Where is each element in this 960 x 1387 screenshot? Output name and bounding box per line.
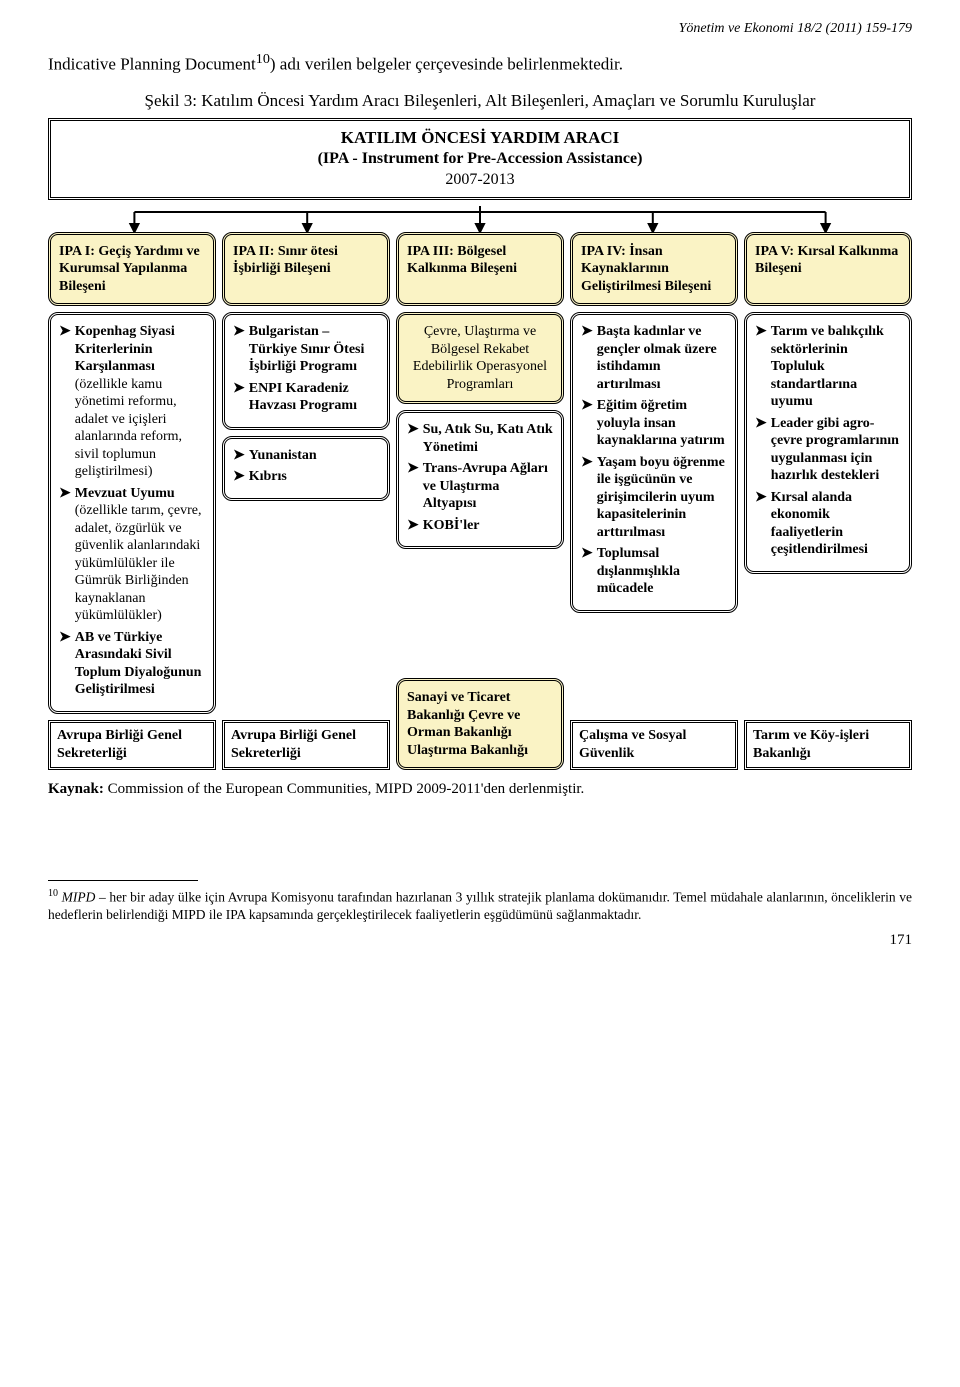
- col3-box3: Sanayi ve Ticaret Bakanlığı Çevre ve Orm…: [396, 678, 564, 770]
- item-lead: Kopenhag Siyasi Kriterlerinin Karşılanma…: [75, 324, 175, 374]
- list-item: KOBİ'ler: [407, 517, 553, 535]
- bullet-icon: [407, 421, 419, 456]
- component-row: IPA I: Geçiş Yardımı ve Kurumsal Yapılan…: [48, 232, 912, 307]
- footnote: 10 MIPD – her bir aday ülke için Avrupa …: [48, 887, 912, 924]
- item-lead: KOBİ'ler: [423, 518, 480, 533]
- list-item: Yaşam boyu öğrenme ile işgücünün ve giri…: [581, 454, 727, 542]
- bullet-icon: [581, 397, 593, 450]
- bullet-icon: [233, 323, 245, 376]
- list-item: ENPI Karadeniz Havzası Programı: [233, 380, 379, 415]
- bullet-icon: [407, 517, 419, 535]
- item-lead: Mevzuat Uyumu: [75, 486, 175, 501]
- main-title-box: KATILIM ÖNCESİ YARDIM ARACI (IPA - Instr…: [48, 118, 912, 200]
- bullet-icon: [581, 323, 593, 393]
- bullet-icon: [581, 454, 593, 542]
- item-lead: Su, Atık Su, Katı Atık Yönetimi: [423, 422, 553, 455]
- component-3: IPA III: Bölgesel Kalkınma Bileşeni: [396, 232, 564, 307]
- item-lead: Başta kadınlar ve gençler olmak üzere is…: [597, 324, 717, 392]
- page-number: 171: [48, 931, 912, 951]
- item-lead: Kırsal alanda ekonomik faaliyetlerin çeş…: [771, 490, 868, 558]
- bullet-icon: [233, 447, 245, 465]
- component-1: IPA I: Geçiş Yardımı ve Kurumsal Yapılan…: [48, 232, 216, 307]
- column-4: Başta kadınlar ve gençler olmak üzere is…: [570, 312, 738, 770]
- list-item: Tarım ve balıkçılık sektörlerinin Toplul…: [755, 323, 901, 411]
- list-item: Toplumsal dışlanmışlıkla mücadele: [581, 545, 727, 598]
- list-item: Kopenhag Siyasi Kriterlerinin Karşılanma…: [59, 323, 205, 481]
- intro-sup: 10: [256, 51, 270, 67]
- footnote-separator: [48, 880, 198, 881]
- column-3: Çevre, Ulaştırma ve Bölgesel Rekabet Ede…: [396, 312, 564, 770]
- bullet-icon: [755, 323, 767, 411]
- item-lead: Eğitim öğretim yoluyla insan kaynakların…: [597, 398, 725, 448]
- bullet-icon: [407, 460, 419, 513]
- col1-items-box: Kopenhag Siyasi Kriterlerinin Karşılanma…: [48, 312, 216, 714]
- bullet-icon: [59, 485, 71, 625]
- intro-post: ) adı verilen belgeler çerçevesinde beli…: [270, 55, 623, 74]
- item-rest: (özellikle tarım, çevre, adalet, özgürlü…: [75, 503, 202, 623]
- list-item: Kıbrıs: [233, 468, 379, 486]
- journal-issue: Yönetim ve Ekonomi 18/2 (2011) 159-179: [48, 20, 912, 38]
- list-item: AB ve Türkiye Arasındaki Sivil Toplum Di…: [59, 629, 205, 699]
- footnote-sup: 10: [48, 888, 58, 899]
- source-line: Kaynak: Commission of the European Commu…: [48, 780, 912, 800]
- item-lead: Yunanistan: [249, 448, 317, 463]
- list-item: Bulgaristan – Türkiye Sınır Ötesi İşbirl…: [233, 323, 379, 376]
- bullet-icon: [59, 629, 71, 699]
- component-2: IPA II: Sınır ötesi İşbirliği Bileşeni: [222, 232, 390, 307]
- title-line-1: KATILIM ÖNCESİ YARDIM ARACI: [61, 127, 899, 149]
- title-line-3: 2007-2013: [61, 170, 899, 191]
- item-lead: AB ve Türkiye Arasındaki Sivil Toplum Di…: [75, 630, 202, 698]
- col1-footer: Avrupa Birliği Genel Sekreterliği: [48, 720, 216, 770]
- component-4: IPA IV: İnsan Kaynaklarının Geliştirilme…: [570, 232, 738, 307]
- bullet-icon: [59, 323, 71, 481]
- column-1: Kopenhag Siyasi Kriterlerinin Karşılanma…: [48, 312, 216, 770]
- col5-items-box: Tarım ve balıkçılık sektörlerinin Toplul…: [744, 312, 912, 574]
- item-lead: Toplumsal dışlanmışlıkla mücadele: [597, 546, 680, 596]
- list-item: Trans-Avrupa Ağları ve Ulaştırma Altyapı…: [407, 460, 553, 513]
- item-lead: ENPI Karadeniz Havzası Programı: [249, 381, 357, 414]
- list-item: Kırsal alanda ekonomik faaliyetlerin çeş…: [755, 489, 901, 559]
- list-item: Leader gibi agro-çevre programlarının uy…: [755, 415, 901, 485]
- item-lead: Leader gibi agro-çevre programlarının uy…: [771, 416, 899, 484]
- col2-footer: Avrupa Birliği Genel Sekreterliği: [222, 720, 390, 770]
- figure-caption: Şekil 3: Katılım Öncesi Yardım Aracı Bil…: [48, 90, 912, 112]
- column-2: Bulgaristan – Türkiye Sınır Ötesi İşbirl…: [222, 312, 390, 770]
- col3-box2: Su, Atık Su, Katı Atık Yönetimi Trans-Av…: [396, 410, 564, 549]
- col2-group1-box: Bulgaristan – Türkiye Sınır Ötesi İşbirl…: [222, 312, 390, 430]
- column-5: Tarım ve balıkçılık sektörlerinin Toplul…: [744, 312, 912, 770]
- col4-items-box: Başta kadınlar ve gençler olmak üzere is…: [570, 312, 738, 613]
- list-item: Mevzuat Uyumu (özellikle tarım, çevre, a…: [59, 485, 205, 625]
- bullet-icon: [755, 489, 767, 559]
- bullet-icon: [233, 380, 245, 415]
- list-item: Su, Atık Su, Katı Atık Yönetimi: [407, 421, 553, 456]
- bullet-icon: [755, 415, 767, 485]
- connector-lines: [48, 206, 912, 232]
- bullet-icon: [581, 545, 593, 598]
- col4-footer: Çalışma ve Sosyal Güvenlik: [570, 720, 738, 770]
- bullet-icon: [233, 468, 245, 486]
- title-line-2: (IPA - Instrument for Pre-Accession Assi…: [61, 149, 899, 170]
- list-item: Yunanistan: [233, 447, 379, 465]
- body-columns: Kopenhag Siyasi Kriterlerinin Karşılanma…: [48, 312, 912, 770]
- intro-paragraph: Indicative Planning Document10) adı veri…: [48, 50, 912, 76]
- source-lead: Kaynak:: [48, 781, 104, 797]
- list-item: Eğitim öğretim yoluyla insan kaynakların…: [581, 397, 727, 450]
- item-lead: Tarım ve balıkçılık sektörlerinin Toplul…: [771, 324, 884, 409]
- footnote-lead: MIPD: [62, 889, 96, 904]
- item-lead: Kıbrıs: [249, 469, 287, 484]
- intro-pre: Indicative Planning Document: [48, 55, 256, 74]
- component-5: IPA V: Kırsal Kalkınma Bileşeni: [744, 232, 912, 307]
- source-rest: Commission of the European Communities, …: [104, 781, 584, 797]
- item-lead: Bulgaristan – Türkiye Sınır Ötesi İşbirl…: [249, 324, 365, 374]
- item-lead: Trans-Avrupa Ağları ve Ulaştırma Altyapı…: [423, 461, 548, 511]
- item-lead: Yaşam boyu öğrenme ile işgücünün ve giri…: [597, 455, 725, 540]
- col2-group2-box: Yunanistan Kıbrıs: [222, 436, 390, 501]
- footnote-rest: – her bir aday ülke için Avrupa Komisyon…: [48, 889, 912, 922]
- col5-footer: Tarım ve Köy-işleri Bakanlığı: [744, 720, 912, 770]
- list-item: Başta kadınlar ve gençler olmak üzere is…: [581, 323, 727, 393]
- item-rest: (özellikle kamu yönetimi reformu, adalet…: [75, 377, 182, 480]
- col3-box1: Çevre, Ulaştırma ve Bölgesel Rekabet Ede…: [396, 312, 564, 404]
